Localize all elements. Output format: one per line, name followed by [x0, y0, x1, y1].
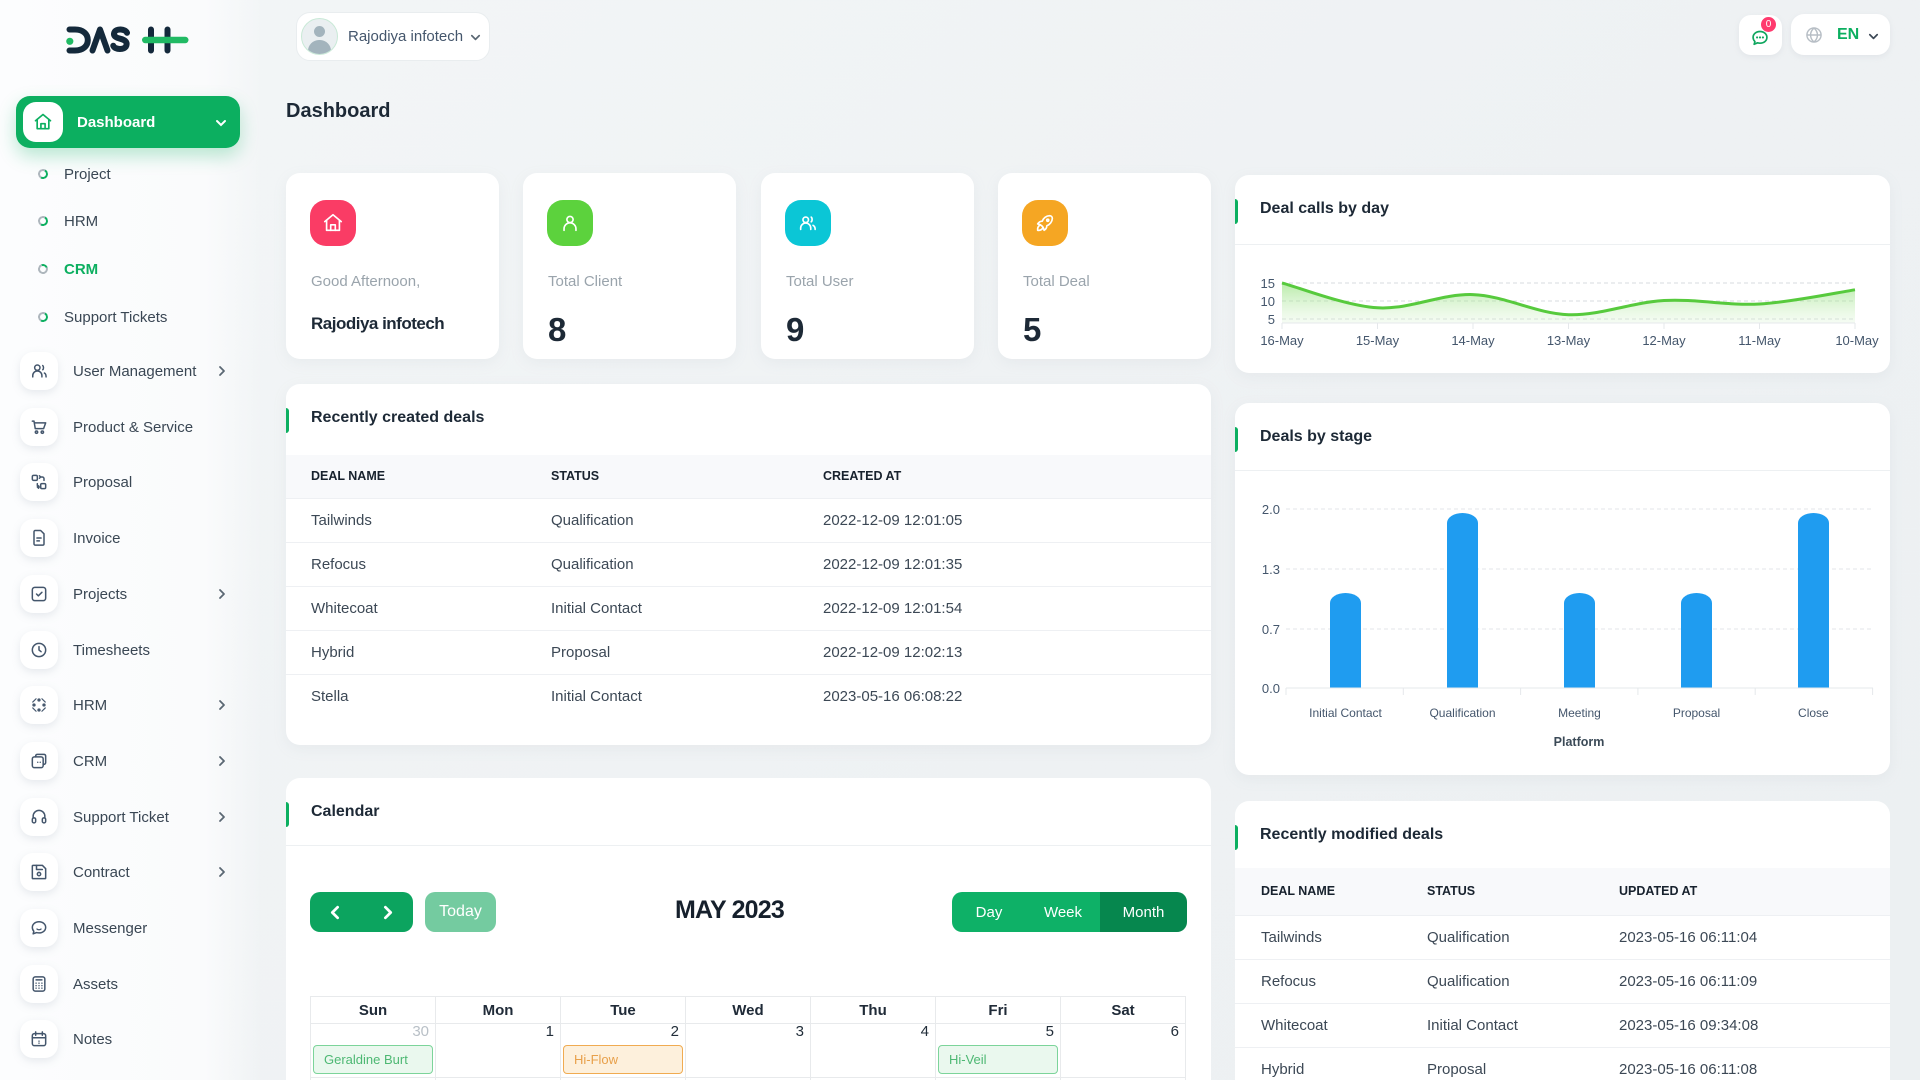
svg-text:11-May: 11-May — [1738, 333, 1781, 348]
svg-text:15-May: 15-May — [1356, 333, 1400, 348]
svg-text:5: 5 — [1268, 312, 1275, 327]
svg-text:Meeting: Meeting — [1558, 706, 1601, 720]
svg-text:2.0: 2.0 — [1262, 502, 1280, 517]
svg-text:1.3: 1.3 — [1262, 562, 1280, 577]
svg-text:12-May: 12-May — [1642, 333, 1686, 348]
svg-text:16-May: 16-May — [1260, 333, 1304, 348]
svg-text:15: 15 — [1261, 276, 1275, 291]
svg-text:0.7: 0.7 — [1262, 622, 1280, 637]
svg-text:Qualification: Qualification — [1429, 706, 1495, 720]
svg-text:14-May: 14-May — [1451, 333, 1495, 348]
svg-text:Proposal: Proposal — [1673, 706, 1720, 720]
svg-text:0.0: 0.0 — [1262, 681, 1280, 696]
svg-text:10-May: 10-May — [1835, 333, 1879, 348]
svg-text:10: 10 — [1261, 294, 1275, 309]
svg-text:13-May: 13-May — [1547, 333, 1591, 348]
svg-text:Initial Contact: Initial Contact — [1309, 706, 1382, 720]
svg-text:Close: Close — [1798, 706, 1829, 720]
svg-text:Platform: Platform — [1554, 735, 1605, 749]
